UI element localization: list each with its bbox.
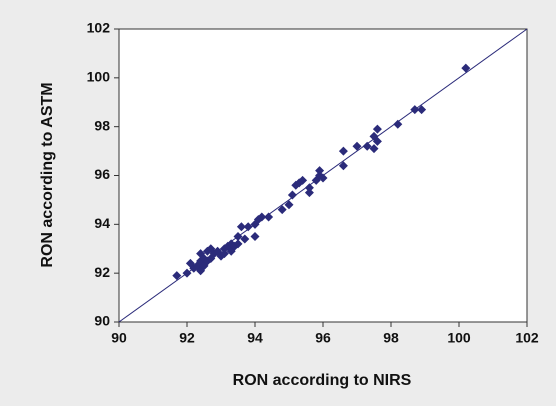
point: [243, 222, 253, 232]
x-axis-label: RON according to NIRS: [233, 372, 412, 389]
point: [277, 205, 287, 215]
y-tick-label: 90: [94, 313, 110, 329]
x-tick-label: 94: [247, 330, 263, 346]
point: [362, 141, 372, 151]
x-tick-label: 90: [111, 330, 127, 346]
point: [369, 144, 379, 154]
point: [338, 146, 348, 156]
point: [233, 232, 243, 242]
point: [315, 166, 325, 176]
point: [216, 251, 226, 261]
point: [219, 249, 229, 259]
point: [461, 63, 471, 73]
point: [264, 212, 274, 222]
y-tick-label: 98: [94, 117, 110, 133]
y-tick-label: 94: [94, 215, 110, 231]
point: [304, 188, 314, 198]
y-tick-label: 96: [94, 166, 110, 182]
x-tick-label: 100: [447, 330, 471, 346]
point: [352, 141, 362, 151]
point: [372, 136, 382, 146]
x-tick-label: 102: [515, 330, 539, 346]
point: [417, 105, 427, 115]
point: [236, 222, 246, 232]
y-tick-label: 100: [87, 69, 111, 85]
y-tick-label: 92: [94, 264, 110, 280]
point: [287, 190, 297, 200]
point: [284, 200, 294, 210]
point: [250, 232, 260, 242]
point: [372, 124, 382, 134]
point: [393, 119, 403, 129]
x-tick-label: 92: [179, 330, 195, 346]
point: [233, 239, 243, 249]
point: [172, 271, 182, 281]
point: [240, 234, 250, 244]
point: [182, 268, 192, 278]
point: [298, 175, 308, 185]
point: [257, 212, 267, 222]
point: [338, 161, 348, 171]
y-axis-label: RON according to ASTM: [39, 82, 56, 267]
point: [304, 183, 314, 193]
y-tick-label: 102: [87, 20, 111, 36]
x-tick-label: 98: [383, 330, 399, 346]
point: [410, 105, 420, 115]
point: [318, 173, 328, 183]
x-tick-label: 96: [315, 330, 331, 346]
